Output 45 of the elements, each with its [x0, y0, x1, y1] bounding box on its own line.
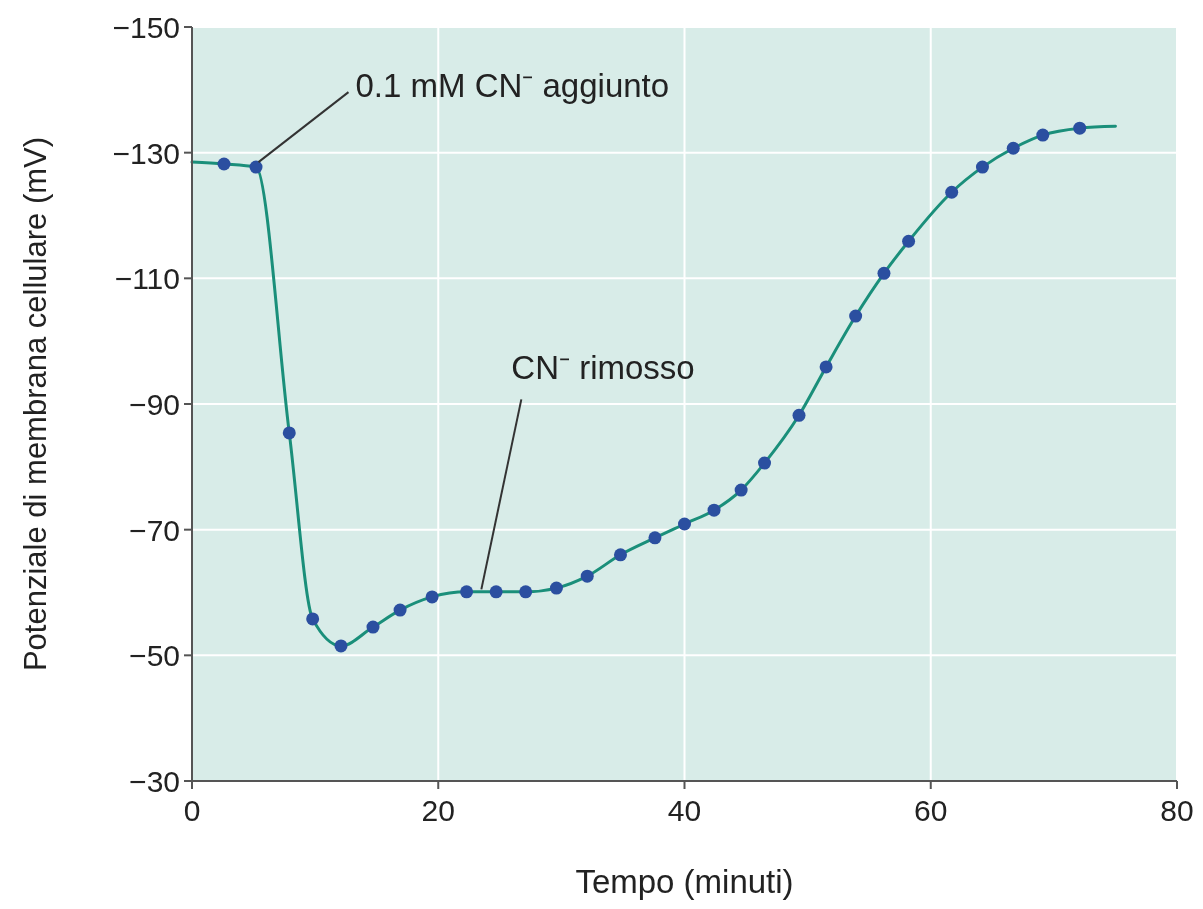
- point: [282, 426, 296, 440]
- point: [217, 157, 231, 171]
- x-axis-title: Tempo (minuti): [575, 863, 794, 900]
- point: [489, 585, 503, 599]
- point: [902, 234, 916, 248]
- point: [945, 185, 959, 199]
- point: [334, 639, 348, 653]
- point: [819, 360, 833, 374]
- point: [1036, 128, 1050, 142]
- point: [306, 612, 320, 626]
- y-tick-label: −30: [129, 765, 180, 798]
- x-tick-label: 40: [667, 794, 702, 827]
- y-tick-label: −70: [129, 513, 180, 547]
- x-tick-label: 60: [914, 794, 948, 827]
- point: [249, 160, 263, 174]
- point: [366, 620, 380, 634]
- point: [1073, 121, 1087, 135]
- y-tick-label: −150: [112, 11, 180, 44]
- y-tick-label: −90: [129, 388, 180, 421]
- x-tick-label: 20: [421, 794, 455, 827]
- point: [519, 585, 533, 599]
- point: [580, 569, 594, 583]
- point: [975, 160, 989, 174]
- point: [678, 517, 691, 531]
- x-tick-label: 80: [1160, 794, 1194, 827]
- point: [792, 408, 806, 422]
- point: [460, 585, 474, 599]
- y-axis-title: Potenziale di membrana cellulare (mV): [18, 136, 53, 672]
- point: [393, 603, 407, 617]
- point: [877, 266, 891, 280]
- point: [648, 531, 662, 545]
- point: [613, 548, 627, 562]
- annotation: 0.1 mM CN⁻ aggiunto: [355, 67, 670, 105]
- point: [707, 503, 721, 517]
- y-tick-label: −130: [112, 136, 180, 170]
- y-tick-label: −50: [129, 639, 180, 673]
- point: [1006, 141, 1020, 155]
- point: [425, 590, 439, 604]
- y-tick-label: −110: [114, 262, 180, 296]
- point: [758, 456, 772, 470]
- x-tick-label: 0: [183, 794, 201, 827]
- point: [734, 483, 748, 497]
- point: [849, 309, 863, 323]
- point: [549, 581, 563, 595]
- annotation: CN⁻ rimosso: [511, 349, 695, 387]
